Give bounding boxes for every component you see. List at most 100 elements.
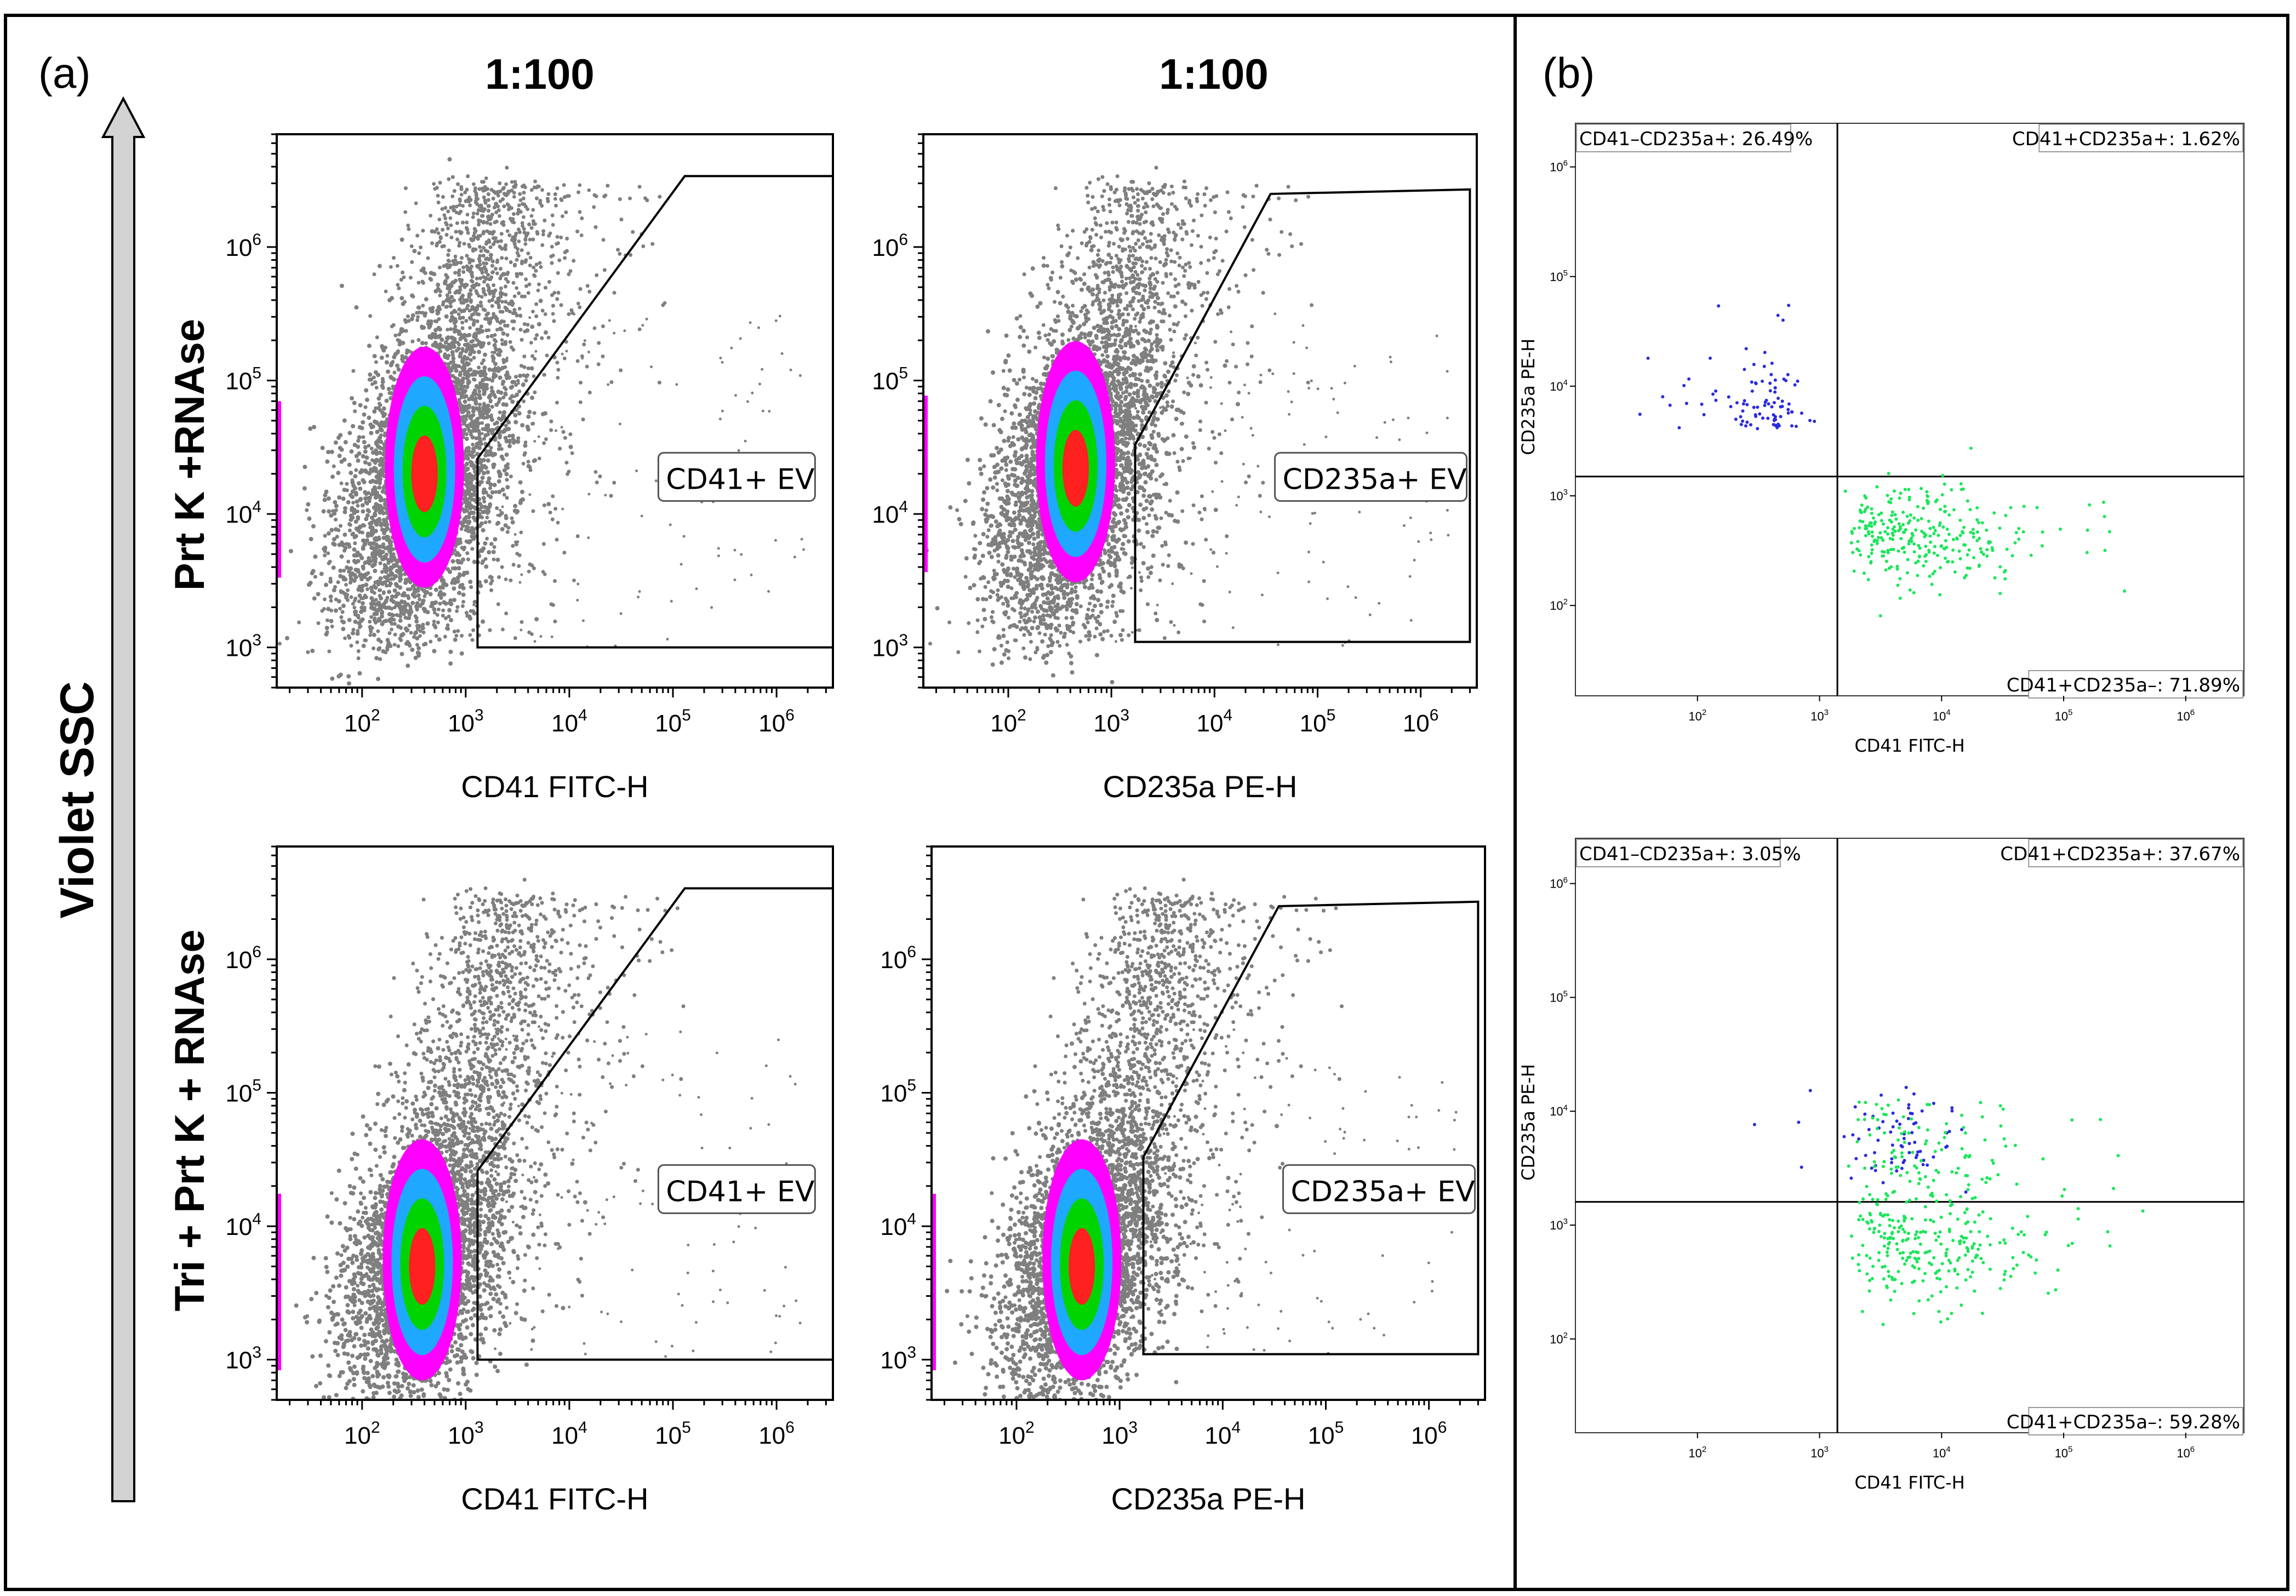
x-tick-label: 105 xyxy=(1300,706,1336,737)
gate-label-box xyxy=(657,451,816,502)
x-tick-label: 103 xyxy=(1093,706,1129,737)
y-axis-label: CD235a PE-H xyxy=(1518,1064,1539,1181)
event-cloud xyxy=(278,157,809,688)
plot-frame xyxy=(1575,123,2244,696)
x-axis-label: CD235a PE-H xyxy=(1111,1481,1306,1516)
x-tick-label: 105 xyxy=(655,1418,691,1449)
edge-stripe xyxy=(277,1193,281,1370)
x-axis-label: CD41 FITC-H xyxy=(461,1481,648,1516)
x-tick-label: 104 xyxy=(551,1418,587,1449)
gate-label-box xyxy=(1274,451,1468,502)
y-tick-label: 106 xyxy=(225,943,261,974)
x-tick-label: 106 xyxy=(1403,706,1439,737)
x-tick-label: 102 xyxy=(344,1418,380,1449)
x-axis-label: CD235a PE-H xyxy=(1103,769,1298,804)
y-tick-label: 103 xyxy=(872,631,908,662)
gate-label: CD41+ EV xyxy=(666,1175,814,1208)
x-tick-label: 105 xyxy=(2055,1445,2073,1460)
x-tick-label: 102 xyxy=(1688,708,1706,723)
quadrant-label-lower-right-box xyxy=(2028,670,2243,699)
quadrant-label-upper-right: CD41+CD235a+: 1.62% xyxy=(2012,128,2240,150)
quadrant-label-upper-left: CD41–CD235a+: 26.49% xyxy=(1579,128,1813,150)
gate-polygon xyxy=(476,175,834,649)
flow-plot-a-r1-c2: CD235a+ EV 102 103 104 105 106 103 104 105 106 CD2… xyxy=(872,133,1478,804)
y-tick-label: 103 xyxy=(1550,1217,1568,1232)
x-tick-label: 104 xyxy=(1933,1445,1951,1460)
density-contour-4 xyxy=(411,435,438,512)
violet-ssc-label: Violet SSC xyxy=(51,681,104,918)
plot-frame xyxy=(1575,838,2244,1433)
x-axis-label: CD41 FITC-H xyxy=(1854,1472,1964,1493)
x-tick-label: 103 xyxy=(448,1418,484,1449)
y-tick-label: 105 xyxy=(225,1077,261,1107)
quadrant-label-upper-left-box xyxy=(1576,839,1781,867)
x-tick-label: 105 xyxy=(1308,1418,1344,1449)
quadrant-label-upper-right: CD41+CD235a+: 37.67% xyxy=(2000,843,2240,865)
quadrant-label-upper-right-box xyxy=(2028,839,2243,867)
y-tick-label: 105 xyxy=(225,364,261,395)
y-tick-label: 106 xyxy=(1550,876,1568,891)
x-tick-label: 102 xyxy=(998,1418,1035,1449)
gate-polygon xyxy=(1134,188,1471,643)
gate-label-box xyxy=(1282,1164,1476,1214)
column-title-2: 1:100 xyxy=(1159,50,1269,98)
gate-polygon xyxy=(476,887,834,1361)
flow-plot-a-r2-c1: CD41+ EV 102 103 104 105 106 103 104 105 106 CD41 … xyxy=(225,845,834,1516)
x-tick-label: 102 xyxy=(990,706,1026,737)
events xyxy=(1752,1085,2145,1326)
quadrant-label-lower-right-box xyxy=(2028,1407,2243,1435)
y-tick-label: 106 xyxy=(880,943,916,974)
panel-a-label: (a) xyxy=(38,49,90,97)
x-tick-label: 103 xyxy=(448,706,484,737)
y-tick-label: 102 xyxy=(1550,1331,1568,1346)
density-contour-4 xyxy=(409,1228,436,1305)
x-axis-label: CD41 FITC-H xyxy=(461,769,648,804)
quadrant-plot-b-top: CD41–CD235a+: 26.49% CD41+CD235a+: 1.62% C… xyxy=(1518,123,2244,756)
x-tick-label: 106 xyxy=(2177,1445,2195,1460)
x-tick-label: 103 xyxy=(1810,708,1829,723)
row-title-2: Tri + Prt K + RNAse xyxy=(167,930,213,1312)
x-tick-label: 104 xyxy=(1933,708,1951,723)
y-axis-label: CD235a PE-H xyxy=(1518,339,1539,455)
y-tick-label: 104 xyxy=(880,1210,916,1240)
y-tick-label: 105 xyxy=(1550,268,1568,284)
edge-stripe xyxy=(923,396,928,573)
y-tick-label: 105 xyxy=(872,364,908,395)
density-contour-4 xyxy=(1069,1228,1095,1305)
y-tick-label: 103 xyxy=(1550,488,1568,503)
panel-b-label: (b) xyxy=(1543,49,1595,97)
x-tick-label: 104 xyxy=(551,706,587,737)
quadrant-label-upper-left-box xyxy=(1576,124,1791,152)
y-tick-label: 103 xyxy=(225,1343,261,1374)
x-tick-label: 106 xyxy=(758,706,795,737)
edge-stripe xyxy=(277,401,281,578)
gate-label: CD235a+ EV xyxy=(1291,1175,1475,1208)
y-tick-label: 104 xyxy=(1550,378,1568,393)
plots: CD41+ EV 102 103 104 105 106 103 104 105 106 CD41 … xyxy=(225,123,2244,1516)
y-tick-label: 102 xyxy=(1550,597,1568,613)
x-tick-label: 104 xyxy=(1197,706,1233,737)
y-tick-label: 106 xyxy=(872,231,908,261)
plot-frame xyxy=(930,845,1486,1401)
edge-stripe xyxy=(932,1193,936,1370)
x-tick-label: 105 xyxy=(2055,708,2073,723)
quadrant-label-upper-left: CD41–CD235a+: 3.05% xyxy=(1579,843,1801,865)
gate-label: CD41+ EV xyxy=(666,463,814,496)
violet-ssc-arrow xyxy=(101,96,146,1502)
y-tick-label: 104 xyxy=(225,1210,261,1240)
quadrant-label-lower-right: CD41+CD235a–: 71.89% xyxy=(2007,674,2240,696)
y-tick-label: 103 xyxy=(225,631,261,662)
gate-polygon xyxy=(1142,900,1480,1355)
x-tick-label: 103 xyxy=(1810,1445,1829,1460)
y-tick-label: 104 xyxy=(1550,1103,1568,1118)
events xyxy=(1638,304,2127,617)
gate-label-box xyxy=(657,1164,816,1214)
y-tick-label: 103 xyxy=(880,1343,916,1374)
panel-b-frame xyxy=(1513,14,2289,1591)
quadrant-label-lower-right: CD41+CD235a–: 59.28% xyxy=(2007,1411,2240,1433)
gate-label: CD235a+ EV xyxy=(1283,463,1467,496)
x-tick-label: 105 xyxy=(655,706,691,737)
x-tick-label: 104 xyxy=(1205,1418,1241,1449)
quadrant-plot-b-bottom: CD41–CD235a+: 3.05% CD41+CD235a+: 37.67% C… xyxy=(1518,838,2244,1493)
column-title-1: 1:100 xyxy=(485,50,595,98)
